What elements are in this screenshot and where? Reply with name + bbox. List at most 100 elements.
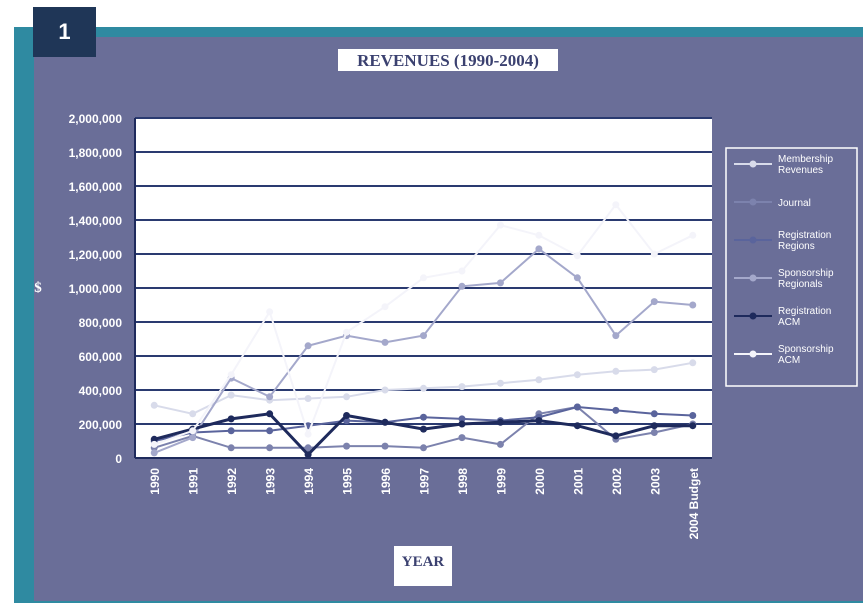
legend-swatch-marker (749, 160, 757, 168)
legend-swatch-marker (749, 350, 757, 358)
legend-entry: Membership Revenues (778, 154, 833, 176)
data-point (535, 417, 543, 425)
y-tick-label: 2,000,000 (69, 112, 123, 126)
data-point (381, 303, 389, 311)
data-point (381, 442, 389, 450)
data-point (227, 444, 235, 452)
data-point (612, 201, 620, 209)
x-tick-label: 1991 (187, 468, 201, 495)
data-point (535, 231, 543, 239)
legend-entry: Registration ACM (778, 306, 831, 328)
y-tick-label: 1,600,000 (69, 180, 123, 194)
data-point (381, 386, 389, 394)
legend-swatch-marker (749, 312, 757, 320)
data-point (304, 451, 312, 459)
data-point (612, 432, 620, 440)
data-point (420, 444, 427, 452)
data-point (227, 371, 235, 379)
data-point (496, 379, 504, 387)
data-point (496, 440, 504, 448)
legend-swatch-marker (749, 198, 757, 206)
data-point (150, 449, 158, 457)
data-point (266, 308, 274, 316)
data-point (573, 252, 581, 260)
x-tick-label: 2001 (571, 468, 585, 495)
data-point (650, 410, 658, 418)
data-point (381, 418, 389, 426)
data-point (689, 359, 697, 367)
series-sponsorship-acm (150, 201, 697, 448)
data-point (420, 413, 427, 421)
data-point (343, 393, 351, 401)
data-point (573, 422, 581, 430)
data-point (689, 422, 697, 430)
data-point (304, 444, 312, 452)
data-point (612, 332, 620, 340)
data-point (650, 250, 658, 258)
legend-box (725, 147, 858, 387)
data-point (227, 427, 235, 435)
x-tick-label: 1999 (494, 468, 508, 495)
data-point (689, 301, 697, 309)
chart-title-bg (338, 49, 558, 71)
data-point (689, 231, 697, 239)
data-point (266, 410, 274, 418)
legend-swatch-marker (749, 236, 757, 244)
data-point (458, 267, 466, 275)
series-sponsorship-regionals (150, 245, 697, 457)
y-axis-label: $ (34, 280, 42, 296)
data-point (612, 406, 620, 414)
data-point (304, 342, 312, 350)
data-point (650, 298, 658, 306)
data-point (458, 420, 466, 428)
data-point (496, 418, 504, 426)
data-point (496, 221, 504, 229)
data-point (420, 425, 427, 433)
x-tick-label: 2004 Budget (687, 468, 701, 539)
y-tick-label: 0 (115, 452, 122, 466)
data-point (343, 412, 351, 419)
data-point (573, 403, 581, 411)
y-tick-label: 800,000 (79, 316, 123, 330)
data-point (189, 434, 197, 442)
data-point (573, 274, 581, 282)
data-point (266, 427, 274, 435)
data-point (266, 393, 274, 401)
data-point (189, 427, 197, 435)
data-point (150, 435, 158, 443)
y-tick-label: 1,800,000 (69, 146, 123, 160)
x-tick-label: 1992 (225, 468, 239, 495)
x-tick-label: 1997 (418, 468, 432, 495)
data-point (420, 384, 427, 392)
data-point (458, 415, 466, 423)
x-axis-label: YEAR (402, 554, 445, 570)
legend-entry: Registration Regions (778, 230, 831, 252)
legend-entry: Journal (778, 198, 811, 209)
data-point (304, 430, 312, 438)
slide-number-badge: 1 (33, 7, 96, 57)
data-point (343, 442, 351, 450)
y-tick-label: 200,000 (79, 418, 123, 432)
data-point (458, 434, 466, 442)
x-tick-label: 1990 (148, 468, 162, 495)
y-tick-label: 400,000 (79, 384, 123, 398)
legend-entry: Sponsorship ACM (778, 344, 834, 366)
data-point (381, 338, 389, 346)
data-point (343, 328, 351, 336)
data-point (535, 245, 543, 253)
x-axis-label-bg (394, 546, 452, 586)
data-point (227, 391, 235, 399)
x-tick-label: 1994 (302, 468, 316, 495)
data-point (650, 422, 658, 430)
chart-title: REVENUES (1990-2004) (357, 51, 539, 70)
data-point (227, 415, 235, 423)
data-point (573, 371, 581, 379)
x-tick-label: 1996 (379, 468, 393, 495)
data-point (189, 410, 197, 418)
data-point (535, 376, 543, 384)
x-tick-label: 2002 (610, 468, 624, 495)
y-tick-label: 600,000 (79, 350, 123, 364)
x-tick-label: 1995 (341, 468, 355, 495)
y-tick-label: 1,200,000 (69, 248, 123, 262)
